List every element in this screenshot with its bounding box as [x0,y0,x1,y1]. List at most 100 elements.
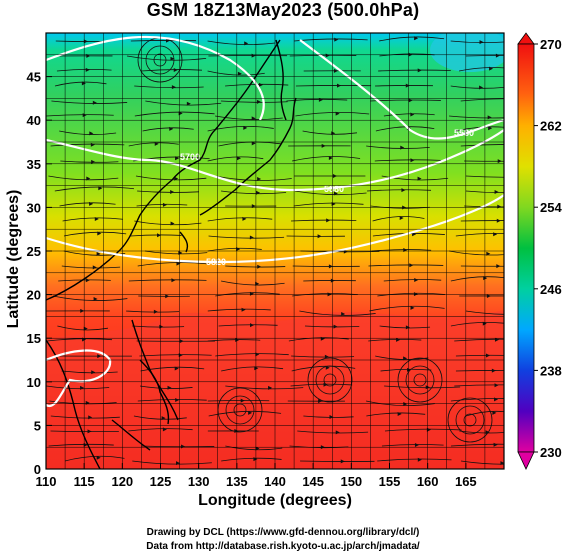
streamline [383,279,442,282]
streamline [137,262,210,267]
streamline-arrow [479,40,484,45]
streamline-arrow [493,442,498,447]
streamline [207,217,273,222]
streamline [366,145,430,149]
streamline-arrow [162,202,167,207]
streamline-arrow [96,455,101,460]
vortex-streamline [405,365,435,395]
streamline [465,410,504,417]
streamline-arrow [485,353,490,358]
streamline [450,276,504,282]
streamline [134,220,202,226]
streamline-arrow [88,415,93,420]
vortex-streamline [233,403,247,417]
streamline-arrow [318,399,323,404]
y-tick-label: 20 [27,288,41,303]
streamline-arrow [479,85,484,90]
streamline [54,186,135,192]
streamline [381,444,444,447]
streamline-arrow [80,308,85,313]
streamline-arrow [83,442,88,447]
colorbar-tick-label: 262 [540,119,562,134]
y-tick-label: 15 [27,331,41,346]
streamline [291,355,355,358]
streamline [303,415,354,418]
streamline [54,81,107,87]
streamline [48,175,119,181]
streamline-arrow [255,446,260,451]
streamline-arrow [248,410,253,415]
streamline-arrow [256,190,261,195]
streamline-arrow [170,221,175,226]
streamline-arrow [170,189,175,194]
streamline-arrow [496,264,501,269]
streamline-arrow [409,263,414,268]
streamline-arrow [396,337,401,342]
streamline-arrow [485,430,490,435]
streamline-arrow [243,125,248,130]
streamline [52,295,128,301]
streamline-arrow [489,66,494,71]
streamline [378,69,451,72]
streamline [465,190,504,193]
streamline [215,292,280,297]
y-tick-label: 30 [27,200,41,215]
streamline [380,368,432,372]
streamline-arrow [343,249,348,254]
streamline [377,292,446,297]
streamline [291,156,361,162]
streamline-arrow [487,115,492,120]
streamline [292,293,358,297]
streamline [294,190,367,196]
streamline-arrow [236,247,241,252]
streamline [465,55,504,57]
streamline [207,308,271,312]
x-tick-label: 160 [417,474,439,489]
streamline-arrow [186,101,191,106]
streamline-arrow [255,281,260,286]
x-tick-label: 110 [36,474,57,489]
streamline-arrow [93,297,98,302]
streamline [58,279,111,282]
streamline [286,98,348,102]
streamline [141,445,215,448]
streamline [221,457,282,462]
streamline-arrow [175,156,180,161]
streamline-arrow [175,398,180,403]
streamline-arrow [486,293,491,298]
streamline [454,338,504,342]
streamline [225,445,283,451]
vortex-streamline [225,395,255,425]
vortex-streamline [145,45,175,75]
streamline-arrow [401,188,406,193]
streamline-arrow [248,474,252,478]
streamline [368,264,444,267]
streamline-arrow [486,251,491,256]
vortex-streamline [315,365,345,395]
streamline [293,202,364,207]
contour-label: 5820 [206,257,226,267]
streamline-arrow [325,53,330,58]
streamline [144,250,208,255]
streamline [455,233,504,237]
height-contours [46,35,504,408]
streamline-arrow [397,411,402,416]
streamline-arrow [493,232,498,237]
streamline-arrow [330,278,335,283]
streamline-arrow [97,354,102,359]
streamline-arrow [257,176,262,181]
streamline [460,460,504,465]
streamline-arrow [323,382,328,387]
streamline-arrow [98,186,103,191]
streamline-arrow [414,442,419,447]
streamline-arrow [254,366,259,371]
y-axis-ticks: 0 5 10 15 20 25 30 35 40 45 [27,70,52,477]
streamline-arrow [494,397,499,402]
streamline [384,385,461,389]
streamline-arrow [340,459,345,464]
x-tick-label: 115 [74,474,95,489]
streamline [221,366,284,372]
streamline [62,217,123,222]
streamline-arrow [414,36,419,41]
streamline-arrow [331,201,336,206]
